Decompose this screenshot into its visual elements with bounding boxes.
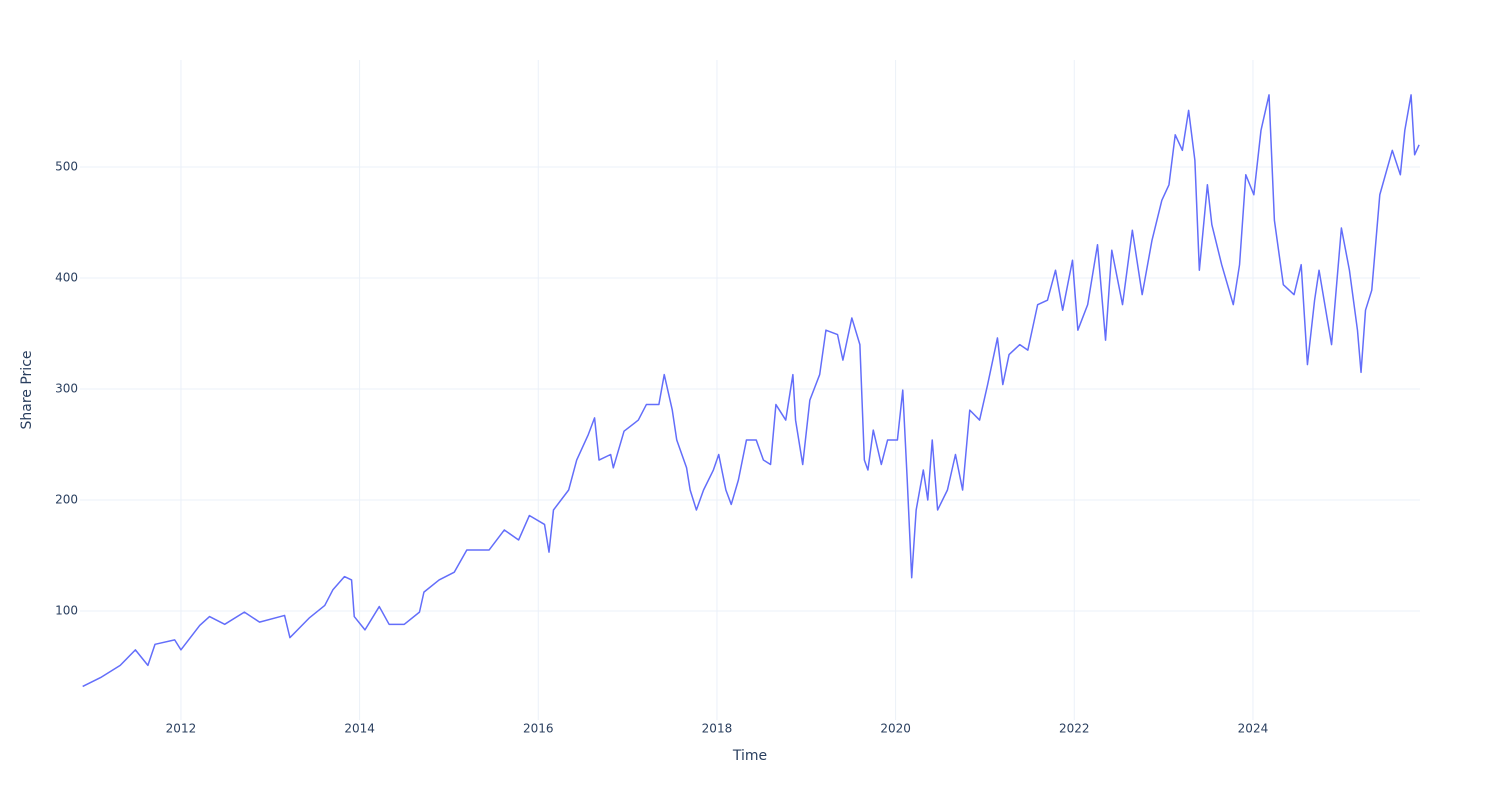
x-tick-label: 2016 [523,722,554,736]
x-tick-label: 2022 [1059,722,1090,736]
y-tick-label: 400 [55,271,78,285]
y-tick-label: 200 [55,493,78,507]
x-axis-title: Time [732,748,767,764]
line-series [82,94,1420,688]
x-tick-label: 2014 [344,722,375,736]
x-tick-label: 2024 [1238,722,1269,736]
y-tick-label: 100 [55,603,78,617]
x-tick-label: 2018 [702,722,733,736]
y-axis-title: Share Price [19,350,35,429]
y-tick-label: 300 [55,382,78,396]
x-tick-label: 2020 [880,722,911,736]
x-tick-label: 2012 [166,722,197,736]
y-tick-label: 500 [55,160,78,174]
